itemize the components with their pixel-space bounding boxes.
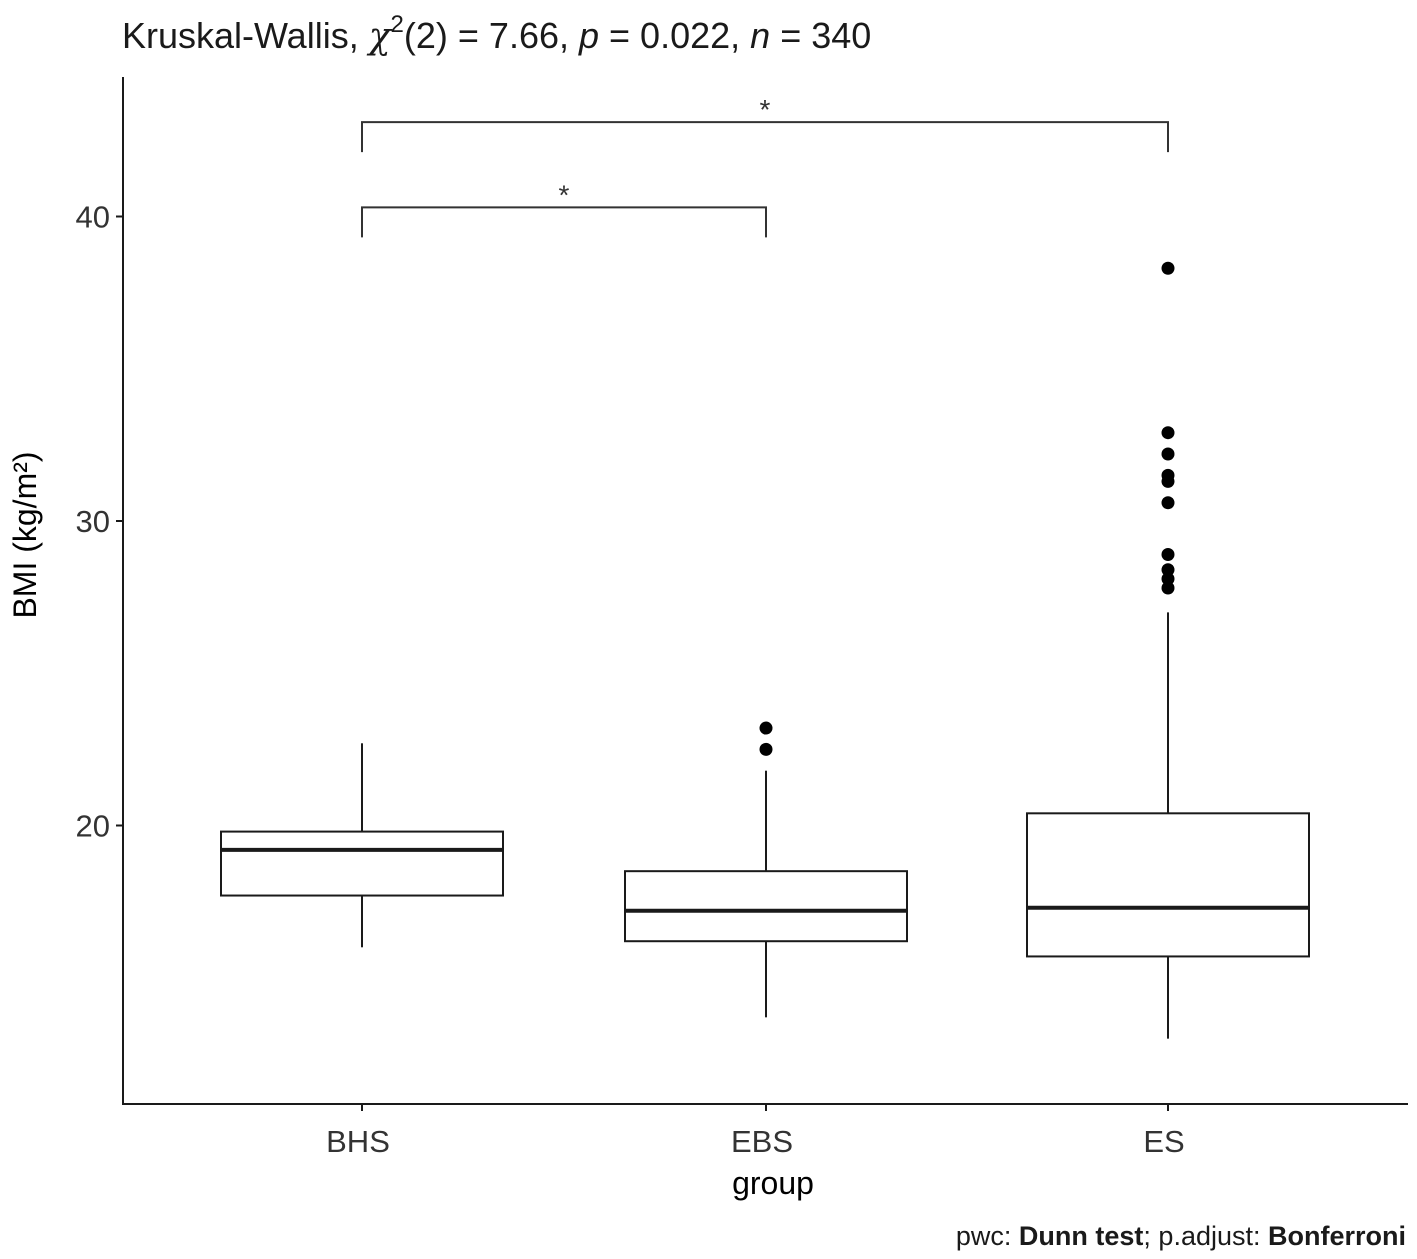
significance-bracket: *: [361, 179, 767, 238]
outlier-point: [1161, 496, 1175, 510]
x-tick-label: ES: [1143, 1124, 1184, 1159]
x-tick-label: BHS: [326, 1124, 390, 1159]
box-iqr: [220, 830, 504, 897]
y-tick-label: 20: [76, 809, 110, 844]
outlier-point: [1161, 474, 1175, 488]
plot-area: **: [220, 94, 1310, 1039]
significance-label: *: [559, 179, 570, 210]
box-iqr: [1026, 812, 1310, 958]
caption: pwc: Dunn test; p.adjust: Bonferroni: [956, 1221, 1406, 1251]
bracket-line: [361, 206, 767, 238]
x-axis-title: group: [732, 1165, 814, 1201]
box-bhs: [220, 743, 504, 948]
outlier-point: [1161, 563, 1175, 577]
significance-bracket: *: [361, 94, 1169, 153]
box-ebs: [624, 721, 908, 1018]
y-tick-label: 40: [76, 200, 110, 235]
outlier-point: [759, 721, 773, 735]
chart-title: Kruskal-Wallis, χ2(2) = 7.66, p = 0.022,…: [122, 11, 871, 57]
outlier-point: [1161, 426, 1175, 440]
y-axis-ticks: 20 30 40: [76, 200, 123, 844]
y-axis-title: BMI (kg/m²): [7, 451, 43, 618]
box-iqr: [624, 870, 908, 943]
outlier-point: [1161, 572, 1175, 586]
outlier-point: [1161, 581, 1175, 595]
x-axis-ticks: BHS EBS ES: [326, 1104, 1185, 1159]
significance-label: *: [760, 94, 771, 125]
x-tick-label: EBS: [731, 1124, 793, 1159]
y-tick-label: 30: [76, 504, 110, 539]
box-es: [1026, 261, 1310, 1039]
outlier-point: [1161, 447, 1175, 461]
outlier-point: [759, 742, 773, 756]
bracket-line: [361, 121, 1169, 153]
outlier-point: [1161, 261, 1175, 275]
outlier-point: [1161, 547, 1175, 561]
